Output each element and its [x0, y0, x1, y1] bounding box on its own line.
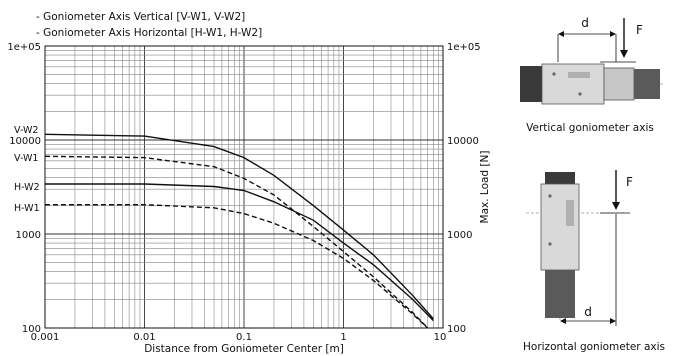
- y-tick-label-right: 100: [447, 324, 466, 335]
- x-tick-label: 0.1: [236, 332, 252, 343]
- x-tick-label: 1: [340, 332, 346, 343]
- horizontal-distance-label: d: [584, 305, 592, 319]
- x-tick-labels: 0.001 0.01 0.1 1 10: [31, 332, 447, 343]
- x-axis-label: Distance from Goniometer Center [m]: [144, 343, 344, 355]
- series-label-v-w1: V-W1: [14, 153, 38, 164]
- y-tick-label-right: 10000: [447, 136, 479, 147]
- x-tick-label: 0.001: [31, 332, 60, 343]
- vertical-force-label: F: [636, 23, 643, 37]
- y-tick-label-left: 1000: [16, 230, 41, 241]
- vertical-goniometer-diagram: d F Vertical goniometer axis: [520, 16, 664, 134]
- series-label-h-w1: H-W1: [14, 203, 40, 214]
- plot-grid: [44, 46, 443, 329]
- series-line-v-w2: [44, 133, 434, 320]
- series-layer: [44, 133, 434, 329]
- series-label-h-w2: H-W2: [14, 182, 40, 193]
- x-tick-label: 10: [434, 332, 447, 343]
- horizontal-caption: Horizontal goniometer axis: [523, 341, 665, 353]
- plot-frame: [44, 45, 444, 329]
- vertical-distance-label: d: [581, 16, 589, 30]
- y-axis-label: Max. Load [N]: [479, 151, 491, 224]
- x-tick-label: 0.01: [133, 332, 155, 343]
- y-tick-label-left: 10000: [9, 136, 41, 147]
- y-tick-labels-left: 1e+05 10000 1000 100: [7, 42, 41, 335]
- y-tick-label-right: 1e+05: [447, 42, 481, 53]
- series-label-v-w2: V-W2: [14, 125, 38, 136]
- y-tick-labels-right: 1e+05 10000 1000 100: [447, 42, 481, 335]
- series-line-h-w1: [45, 203, 429, 329]
- series-line-v-w1: [44, 155, 429, 329]
- horizontal-goniometer-diagram: d F Horizontal goniometer axis: [523, 170, 665, 353]
- legend-entry-vertical: - Goniometer Axis Vertical [V-W1, V-W2]: [36, 11, 245, 23]
- y-tick-label-left: 1e+05: [7, 42, 41, 53]
- vertical-caption: Vertical goniometer axis: [526, 122, 654, 134]
- legend-entry-horizontal: - Goniometer Axis Horizontal [H-W1, H-W2…: [36, 27, 262, 39]
- y-tick-label-left: 100: [22, 324, 41, 335]
- series-line-h-w2: [45, 183, 434, 322]
- y-tick-label-right: 1000: [447, 230, 472, 241]
- horizontal-force-label: F: [626, 175, 633, 189]
